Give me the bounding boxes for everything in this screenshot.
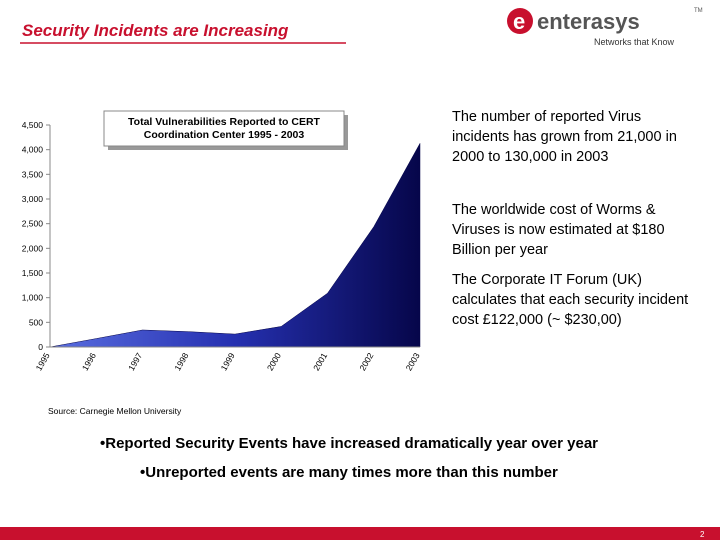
chart-title-box xyxy=(103,110,345,147)
logo-name: enterasys xyxy=(537,9,640,34)
bullet: •Unreported events are many times more t… xyxy=(140,464,558,481)
paragraph: The number of reported Virus incidents h… xyxy=(452,109,677,165)
bullet: •Reported Security Events have increased… xyxy=(100,435,599,452)
chart-title-line: Coordination Center 1995 - 2003 xyxy=(144,129,305,141)
chart: 0 500 1,000 1,500 2,000 2,500 3,000 3,500 4,000 4… xyxy=(22,120,422,372)
y-tick-label: 2,000 xyxy=(22,243,44,253)
x-tick-label: 2000 xyxy=(265,351,283,373)
y-tick-label: 4,500 xyxy=(22,120,44,130)
y-tick-label: 1,000 xyxy=(22,293,44,303)
y-tick-label: 3,000 xyxy=(22,194,44,204)
x-tick-label: 2001 xyxy=(311,351,329,373)
x-tick-label: 1999 xyxy=(219,351,237,373)
x-tick-label: 2002 xyxy=(357,351,375,373)
x-tick-label: 1997 xyxy=(126,351,144,373)
y-tick-label: 1,500 xyxy=(22,268,44,278)
logo: e enterasys TM Networks that Know xyxy=(507,8,703,47)
chart-title: Total Vulnerabilities Reported to CERT xyxy=(128,116,321,128)
source: Source: Carnegie Mellon University xyxy=(48,406,182,416)
y-tick-label: 2,500 xyxy=(22,219,44,229)
x-tick-label: 1995 xyxy=(34,351,52,373)
y-tick-label: 3,500 xyxy=(22,169,44,179)
paragraph: The worldwide cost of Worms & Viruses is… xyxy=(452,202,665,258)
y-tick-label: 500 xyxy=(29,317,43,327)
logo-tm: TM xyxy=(694,8,703,14)
logo-mark xyxy=(507,8,533,34)
area xyxy=(49,142,421,348)
paragraph: The Corporate IT Forum (UK) calculates t… xyxy=(452,272,689,328)
page-number: 2 xyxy=(700,530,705,539)
y-tick-label: 0 xyxy=(38,342,43,352)
x-tick-label: 1998 xyxy=(172,351,190,373)
y-tick-label: 4,000 xyxy=(22,145,44,155)
logo-tagline: Networks that Know xyxy=(594,37,675,47)
x-tick-label: 1996 xyxy=(80,351,98,373)
slide-title: Security Incidents are Increasing xyxy=(22,21,289,40)
footer-bar xyxy=(0,527,720,540)
logo-e: e xyxy=(513,9,525,34)
x-tick-label: 2003 xyxy=(404,351,422,373)
